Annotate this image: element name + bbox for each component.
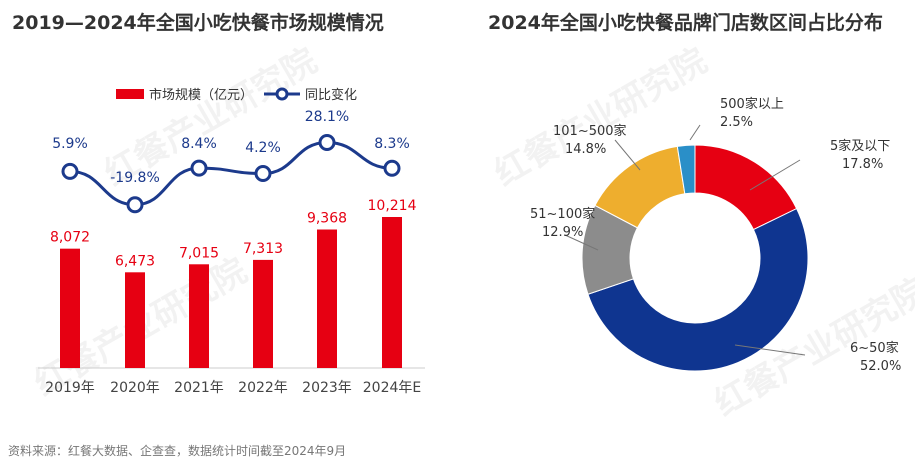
x-tick-label: 2022年 <box>238 380 288 396</box>
line-label: 5.9% <box>52 136 88 152</box>
x-tick-label: 2019年 <box>45 380 95 396</box>
bar <box>317 229 337 368</box>
leader-line <box>614 139 641 171</box>
slice-value: 12.9% <box>542 225 583 240</box>
leader-line <box>749 159 801 191</box>
slice-name: 51~100家 <box>530 206 595 222</box>
leader-line <box>564 234 599 251</box>
bar-label: 6,473 <box>115 253 155 269</box>
line-marker <box>190 159 208 177</box>
bar-label: 9,368 <box>307 211 347 227</box>
slice-value: 17.8% <box>842 157 883 172</box>
line-label: -19.8% <box>110 170 160 186</box>
slice-value: 2.5% <box>720 115 753 130</box>
line-label: 8.4% <box>181 136 217 152</box>
x-tick-label: 2020年 <box>110 380 160 396</box>
bar-label: 10,214 <box>368 198 417 214</box>
line-marker <box>126 196 144 214</box>
line-label: 4.2% <box>245 140 281 156</box>
leader-line <box>689 124 701 141</box>
bar-label: 7,313 <box>243 241 283 257</box>
slice-value: 14.8% <box>565 142 606 157</box>
legend-bar-label: 市场规模（亿元） <box>149 87 253 103</box>
right-chart-title: 2024年全国小吃快餐品牌门店数区间占比分布 <box>488 12 883 34</box>
slice-value: 52.0% <box>860 359 901 374</box>
x-tick-label: 2021年 <box>174 380 224 396</box>
slice-name: 6~50家 <box>850 340 899 356</box>
source-note: 资料来源：红餐大数据、企查查，数据统计时间截至2024年9月 <box>8 444 347 458</box>
bar-label: 7,015 <box>179 245 219 261</box>
bar <box>60 248 80 368</box>
line-label: 8.3% <box>374 136 410 152</box>
x-tick-label: 2024年E <box>363 380 421 396</box>
legend-line-label: 同比变化 <box>305 87 357 103</box>
donut-slice <box>676 144 696 195</box>
bar <box>382 217 402 368</box>
line-marker <box>254 165 272 183</box>
bar <box>189 264 209 368</box>
x-tick-label: 2023年 <box>302 380 352 396</box>
bar-label: 8,072 <box>50 230 90 246</box>
donut-slice <box>587 207 809 372</box>
legend-line-marker <box>275 87 289 101</box>
left-chart-title: 2019—2024年全国小吃快餐市场规模情况 <box>12 12 384 34</box>
line-label: 28.1% <box>305 109 349 125</box>
leader-line <box>734 344 806 356</box>
slice-name: 5家及以下 <box>830 138 890 154</box>
slice-name: 500家以上 <box>720 96 784 112</box>
line-marker <box>61 162 79 180</box>
line-series <box>69 140 393 207</box>
bar <box>253 259 273 368</box>
bar <box>125 272 145 368</box>
line-marker <box>318 133 336 151</box>
slice-name: 101~500家 <box>553 123 627 139</box>
line-marker <box>383 159 401 177</box>
legend-bar-swatch <box>116 89 144 99</box>
